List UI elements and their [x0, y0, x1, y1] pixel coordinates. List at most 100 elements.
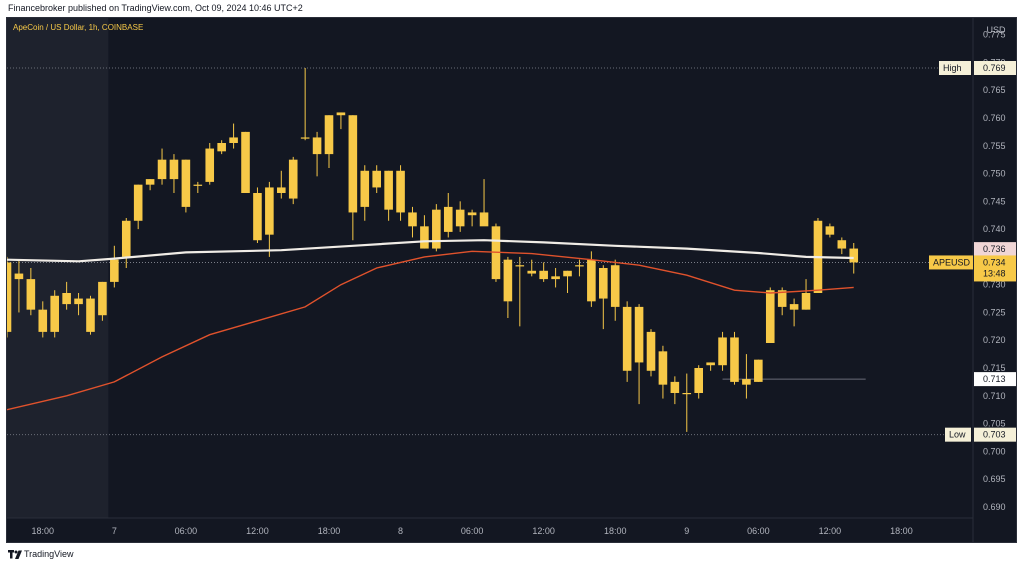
- y-tick-label: 0.765: [983, 85, 1006, 95]
- candle: [849, 243, 859, 274]
- candle: [587, 251, 596, 307]
- symbol-label: ApeCoin / US Dollar, 1h, COINBASE: [13, 23, 144, 32]
- candle: [181, 159, 191, 213]
- candle-body: [420, 226, 429, 249]
- candle-body: [455, 209, 465, 227]
- low-value: 0.703: [983, 430, 1006, 440]
- x-tick-label: 06:00: [175, 526, 198, 536]
- session-shade: [7, 18, 109, 518]
- ma-slow-line: [7, 250, 854, 411]
- candle-body: [527, 270, 537, 274]
- candle: [730, 331, 739, 385]
- candle-body: [38, 309, 48, 332]
- candle-body: [74, 298, 83, 305]
- high-tag-text: High: [943, 63, 962, 73]
- candle: [420, 215, 429, 249]
- candle-body: [360, 170, 370, 207]
- candle: [169, 154, 179, 193]
- candle: [646, 329, 656, 377]
- candle: [443, 193, 453, 238]
- currency-label: USD: [986, 25, 1006, 35]
- candle: [7, 256, 12, 338]
- candle: [634, 304, 644, 405]
- candle: [813, 218, 823, 293]
- candle-body: [432, 209, 441, 249]
- candle-body: [26, 279, 36, 310]
- price-chart[interactable]: USD 0.690 0.695 0.700 0.705 0.710 0.715 0.720 0.…: [7, 18, 1017, 543]
- candle: [765, 287, 775, 343]
- candle: [622, 301, 632, 382]
- candle-body: [742, 379, 751, 385]
- candle-body: [181, 159, 191, 207]
- candle: [694, 365, 703, 399]
- y-tick-label: 0.775: [983, 30, 1006, 40]
- candle: [551, 268, 560, 288]
- y-tick-label: 0.730: [983, 280, 1006, 290]
- candle-body: [217, 143, 226, 152]
- candle: [121, 218, 131, 268]
- x-tick-label: 9: [684, 526, 689, 536]
- y-tick-label: 0.720: [983, 335, 1006, 345]
- candle: [193, 181, 203, 193]
- candle-body: [467, 212, 477, 216]
- candle: [515, 256, 525, 327]
- candle-body: [7, 262, 12, 332]
- candle: [14, 259, 24, 313]
- candle-body: [503, 259, 513, 302]
- y-tick-label: 0.715: [983, 363, 1006, 373]
- tradingview-logo-icon: [8, 550, 22, 559]
- candle: [38, 301, 48, 338]
- chart-panel[interactable]: USD 0.690 0.695 0.700 0.705 0.710 0.715 0.720 0.…: [6, 17, 1017, 543]
- candle-body: [372, 170, 381, 188]
- candle-body: [312, 137, 322, 155]
- candle-body: [133, 184, 143, 221]
- candle-body: [563, 270, 572, 277]
- candle-body: [670, 381, 680, 393]
- candle: [157, 148, 167, 185]
- ma-fast-line: [7, 239, 854, 263]
- y-tick-label: 0.725: [983, 307, 1006, 317]
- candle-body: [98, 281, 107, 316]
- candle-body: [241, 131, 250, 193]
- candle: [145, 179, 155, 191]
- candle-body: [682, 393, 692, 395]
- candle-body: [277, 187, 286, 193]
- candle: [372, 165, 381, 193]
- candle-body: [86, 298, 95, 332]
- x-tick-label: 18:00: [32, 526, 55, 536]
- candle-body: [408, 212, 417, 227]
- candle: [408, 206, 417, 238]
- candle: [432, 204, 441, 252]
- y-tick-label: 0.705: [983, 419, 1006, 429]
- candle-body: [479, 212, 489, 227]
- ma-value: 0.736: [983, 244, 1006, 254]
- candle-body: [300, 137, 310, 139]
- candle: [563, 270, 572, 293]
- y-tick-label: 0.695: [983, 474, 1006, 484]
- low-badge: [974, 427, 1016, 442]
- candle: [718, 331, 727, 371]
- candle: [837, 237, 847, 255]
- candle-body: [587, 259, 596, 302]
- candle-body: [443, 206, 453, 232]
- y-tick-label: 0.740: [983, 224, 1006, 234]
- candle-body: [253, 193, 262, 241]
- publish-text: Financebroker published on TradingView.c…: [8, 3, 303, 13]
- candle: [742, 354, 751, 399]
- candle: [610, 259, 620, 321]
- candle-body: [62, 293, 71, 305]
- candle: [300, 68, 310, 141]
- y-tick-label: 0.755: [983, 141, 1006, 151]
- candle: [74, 293, 83, 316]
- x-tick-label: 18:00: [604, 526, 627, 536]
- candle: [706, 362, 715, 371]
- candle-body: [348, 115, 358, 213]
- candle: [277, 170, 286, 199]
- x-tick-label: 12:00: [246, 526, 269, 536]
- candle-body: [551, 276, 560, 280]
- candle: [801, 279, 811, 310]
- candle-body: [110, 259, 119, 282]
- candle-body: [265, 187, 274, 235]
- candle: [110, 245, 119, 288]
- candle-body: [765, 290, 775, 343]
